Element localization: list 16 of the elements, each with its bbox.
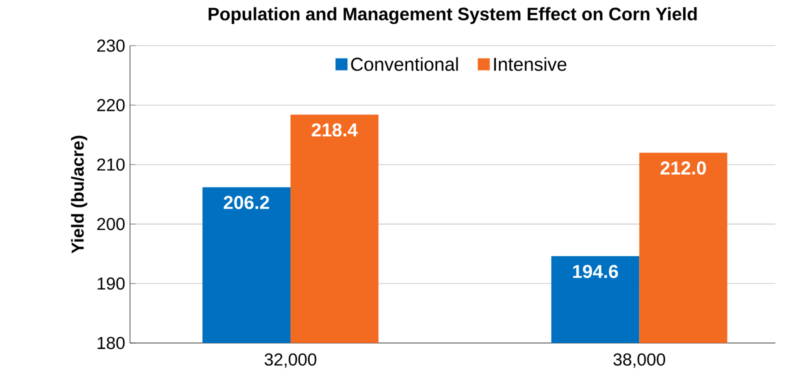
x-tick-label: 32,000 bbox=[264, 353, 316, 368]
data-label: 212.0 bbox=[660, 161, 706, 175]
chart-title: Population and Management System Effect on Corn Yield bbox=[208, 7, 697, 24]
data-label: 218.4 bbox=[312, 123, 358, 137]
legend-label: Conventional bbox=[351, 57, 458, 71]
legend-label: Intensive bbox=[494, 57, 566, 71]
data-label: 206.2 bbox=[224, 196, 270, 210]
y-axis-title: Yield (bu/acre) bbox=[71, 136, 88, 254]
y-tick-label: 200 bbox=[97, 218, 125, 230]
y-tick-label: 220 bbox=[97, 98, 125, 112]
data-label: 194.6 bbox=[573, 264, 618, 278]
y-tick-label: 230 bbox=[97, 40, 125, 52]
x-tick-label: 38,000 bbox=[613, 353, 666, 368]
y-tick-label: 180 bbox=[98, 336, 125, 350]
y-tick-label: 190 bbox=[98, 277, 125, 290]
y-tick-label: 210 bbox=[97, 158, 125, 171]
